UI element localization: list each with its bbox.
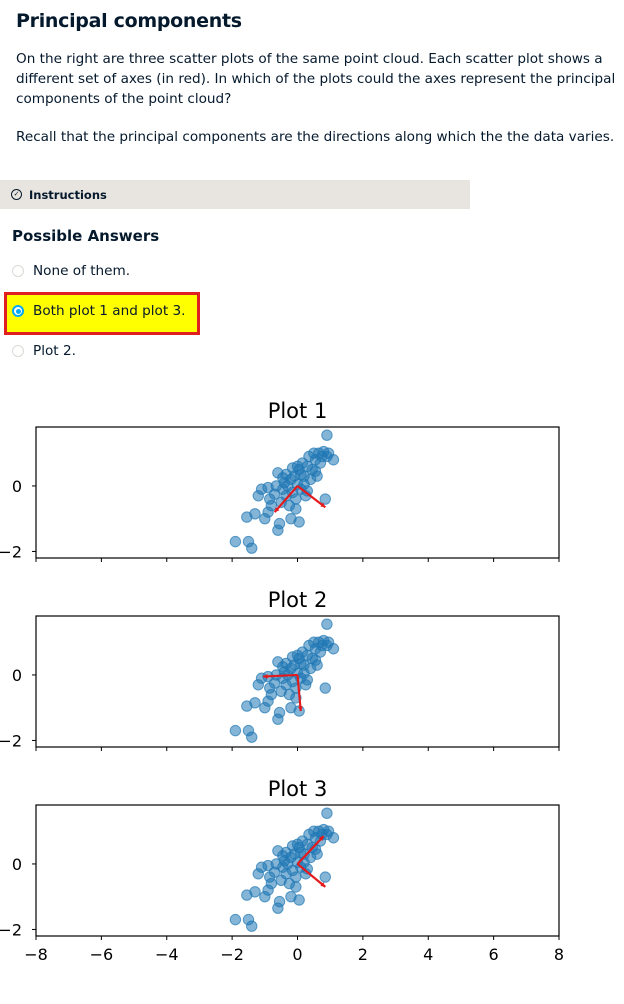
exercise-title: Principal components — [16, 10, 242, 32]
arrow-head — [297, 706, 303, 711]
data-point — [265, 688, 278, 701]
data-point — [295, 468, 307, 481]
data-point — [286, 840, 299, 852]
x-tick-label: −4 — [155, 945, 179, 964]
data-point — [262, 859, 274, 872]
data-point — [319, 493, 331, 505]
instructions-toggle[interactable]: ✓ Instructions — [0, 180, 470, 209]
check-circle-icon: ✓ — [11, 189, 22, 200]
axis-arrow — [273, 485, 299, 513]
possible-answers-heading: Possible Answers — [12, 227, 160, 245]
axis-arrow — [263, 673, 298, 678]
arrow-head — [274, 507, 280, 513]
data-point — [246, 920, 258, 932]
answer-label: Plot 2. — [33, 343, 76, 359]
data-point — [321, 618, 333, 630]
axis-arrow — [296, 485, 326, 509]
x-tick-label: 6 — [489, 945, 499, 964]
data-point — [286, 651, 299, 663]
answer-label: Both plot 1 and plot 3. — [33, 303, 186, 319]
data-point — [249, 508, 261, 520]
exercise-hint: Recall that the principal components are… — [16, 129, 615, 145]
y-tick-label: 0 — [12, 855, 22, 874]
plot-title: Plot 1 — [268, 399, 328, 423]
radio-button-selected[interactable] — [12, 305, 24, 317]
data-point — [277, 661, 289, 673]
data-point — [290, 503, 302, 515]
data-point — [277, 472, 289, 484]
y-tick-label: −2 — [0, 542, 22, 561]
x-tick-label: 0 — [292, 945, 302, 964]
data-point — [272, 524, 284, 536]
data-point — [319, 871, 331, 883]
data-point — [272, 713, 284, 725]
data-point — [309, 465, 322, 477]
data-point — [293, 516, 305, 528]
x-tick-label: −8 — [24, 945, 48, 964]
data-point — [319, 682, 331, 694]
arrow-head — [263, 673, 268, 679]
answer-option-plot-1-and-3[interactable]: Both plot 1 and plot 3. — [12, 303, 186, 319]
x-tick-label: 4 — [423, 945, 433, 964]
arrow-head — [318, 836, 324, 841]
data-point — [246, 542, 258, 554]
data-point — [321, 429, 333, 441]
y-tick-label: 0 — [12, 477, 22, 496]
data-point — [290, 881, 302, 893]
data-point — [301, 674, 314, 686]
data-point — [293, 894, 305, 906]
x-tick-label: −2 — [220, 945, 244, 964]
exercise-description: On the right are three scatter plots of … — [16, 51, 616, 107]
data-point — [262, 481, 274, 494]
answer-option-none[interactable]: None of them. — [12, 263, 130, 279]
data-point — [246, 731, 258, 743]
data-point — [295, 846, 307, 859]
data-point — [277, 850, 289, 862]
data-point — [249, 886, 261, 898]
instructions-label: Instructions — [29, 187, 107, 202]
data-point — [290, 871, 302, 883]
y-tick-label: −2 — [0, 920, 22, 939]
data-point — [229, 535, 242, 548]
data-point — [286, 462, 299, 474]
data-point — [295, 657, 307, 670]
axis-arrow — [296, 674, 302, 712]
data-point — [309, 654, 322, 666]
data-point — [249, 697, 261, 709]
data-point — [229, 913, 242, 926]
axis-arrow — [296, 835, 325, 865]
data-point — [272, 902, 284, 914]
data-point — [265, 877, 278, 890]
x-tick-label: 2 — [358, 945, 368, 964]
x-tick-label: 8 — [554, 945, 564, 964]
plot-title: Plot 2 — [268, 588, 328, 612]
arrow-head — [320, 882, 326, 887]
answer-label: None of them. — [33, 263, 131, 279]
axis-arrow — [296, 863, 326, 888]
arrow-head — [320, 502, 326, 508]
plot-title: Plot 3 — [268, 777, 328, 801]
answer-option-plot-2[interactable]: Plot 2. — [12, 343, 76, 359]
data-point — [327, 643, 340, 655]
answer-highlight — [4, 292, 200, 335]
data-point — [229, 724, 242, 737]
data-point — [290, 493, 302, 505]
data-point — [321, 807, 333, 819]
x-tick-label: −6 — [90, 945, 114, 964]
y-tick-label: 0 — [12, 666, 22, 685]
y-tick-label: −2 — [0, 731, 22, 750]
data-point — [327, 454, 340, 466]
data-point — [327, 832, 340, 844]
data-point — [265, 499, 278, 512]
radio-button[interactable] — [12, 345, 24, 357]
radio-button[interactable] — [12, 265, 24, 277]
